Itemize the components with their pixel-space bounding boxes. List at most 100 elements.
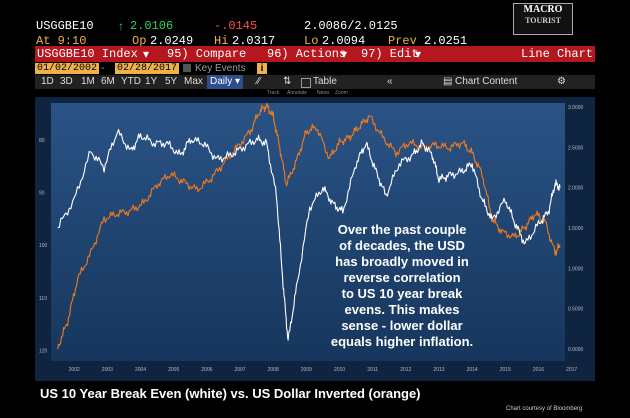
low-label: Lo <box>304 34 319 48</box>
date-range-row: 01/02/2002 - 02/28/2017 Key Events i <box>35 62 595 75</box>
annotation-line: to US 10 year break <box>341 286 463 301</box>
right-axis-tick-label: 0.5000 <box>568 307 584 313</box>
bid-ask: 2.0086/2.0125 <box>304 19 398 33</box>
updown-arrows-icon[interactable]: ⇅ <box>283 76 292 87</box>
open-value: 2.0249 <box>150 34 194 48</box>
period-ytd[interactable]: YTD <box>121 76 141 87</box>
chart-caption: US 10 Year Break Even (white) vs. US Dol… <box>40 386 421 401</box>
chart-credit: Chart courtesy of Bloomberg <box>506 406 583 412</box>
x-axis-tick-label: 2004 <box>135 367 146 373</box>
right-axis-tick-label: 2.0000 <box>568 186 584 192</box>
annotation-line: sense - lower dollar <box>341 318 463 333</box>
high-label: Hi <box>214 34 229 48</box>
x-axis-tick-label: 2011 <box>367 367 378 373</box>
key-events-checkbox[interactable] <box>183 64 191 72</box>
x-axis-tick-label: 2007 <box>234 367 245 373</box>
chart-type-label[interactable]: Line Chart <box>521 47 594 61</box>
annotation-line: equals higher inflation. <box>330 334 474 349</box>
line-chart[interactable]: 7080901001101203.00002.50002.00001.50001… <box>35 85 595 381</box>
period-5y[interactable]: 5Y <box>165 76 178 87</box>
start-date-field[interactable]: 01/02/2002 <box>35 63 100 74</box>
x-axis-tick-label: 2017 <box>566 367 577 373</box>
price-change: -.0145 <box>214 19 258 33</box>
interval-label: Daily <box>210 76 233 87</box>
right-axis-tick-label: 0.0000 <box>568 347 584 353</box>
prev-value: 2.0251 <box>424 34 468 48</box>
quote-time: At 9:10 <box>36 34 87 48</box>
compare-button[interactable]: 95) Compare <box>167 47 247 61</box>
left-axis-tick-label: 110 <box>39 296 47 302</box>
prev-label: Prev <box>388 34 417 48</box>
x-axis-tick-label: 2005 <box>168 367 179 373</box>
index-label: USGGBE10 Index <box>37 47 138 61</box>
usd-inverted-series-line <box>57 103 561 350</box>
annotation-line: Over the past couple <box>337 222 467 237</box>
logo-line2: TOURIST <box>525 16 561 25</box>
date-separator: - <box>101 63 105 74</box>
key-events-label: Key Events <box>195 63 246 74</box>
last-price: 2.0106 <box>130 19 174 33</box>
edit-dropdown-icon[interactable]: ▾ <box>415 47 422 61</box>
interval-select[interactable]: Daily ▾ <box>207 75 244 89</box>
annotation-line: has broadly moved in <box>335 254 469 269</box>
toolbar-subrow: Track Annotate News Zoom <box>35 89 595 97</box>
table-icon[interactable] <box>301 78 311 88</box>
track-tool[interactable]: Track <box>267 90 280 96</box>
x-axis-tick-label: 2009 <box>301 367 312 373</box>
annotate-tool[interactable]: Annotate <box>287 90 308 96</box>
chart-content-button[interactable]: Chart Content <box>455 76 518 87</box>
command-bar: USGGBE10 Index ▾ 95) Compare 96) Actions… <box>35 46 595 62</box>
x-axis-tick-label: 2008 <box>268 367 279 373</box>
info-icon[interactable]: i <box>257 63 267 74</box>
x-axis-tick-label: 2006 <box>201 367 212 373</box>
right-axis-tick-label: 3.0000 <box>568 105 584 111</box>
period-6m[interactable]: 6M <box>101 76 115 87</box>
right-axis-tick-label: 2.5000 <box>568 145 584 151</box>
x-axis-tick-label: 2013 <box>433 367 444 373</box>
chart-toolbar: 1D 3D 1M 6M YTD 1Y 5Y Max Daily ▾ ⁄⁄ ⇅ T… <box>35 75 595 89</box>
period-1y[interactable]: 1Y <box>145 76 158 87</box>
edit-button[interactable]: 97) Edit <box>361 47 419 61</box>
x-axis-tick-label: 2014 <box>467 367 478 373</box>
left-axis-tick-label: 120 <box>39 348 48 354</box>
news-tool[interactable]: News <box>317 90 330 96</box>
x-axis-tick-label: 2010 <box>334 367 345 373</box>
right-axis-tick-label: 1.5000 <box>568 226 584 232</box>
actions-dropdown-icon[interactable]: ▾ <box>341 47 348 61</box>
logo-line1: MACRO <box>523 4 563 15</box>
ticker: USGGBE10 <box>36 19 94 33</box>
annotation-line: of decades, the USD <box>339 238 465 253</box>
settings-gear-icon[interactable]: ⚙ <box>557 76 566 87</box>
period-1m[interactable]: 1M <box>81 76 95 87</box>
open-label: Op <box>132 34 147 48</box>
table-button[interactable]: Table <box>313 76 337 87</box>
x-axis-tick-label: 2002 <box>69 367 80 373</box>
chart-svg: 7080901001101203.00002.50002.00001.50001… <box>35 85 595 381</box>
end-date-field[interactable]: 02/28/2017 <box>115 63 180 74</box>
annotation-line: evens. This makes <box>344 302 460 317</box>
x-axis-tick-label: 2016 <box>533 367 544 373</box>
macro-tourist-logo: MACRO TOURIST <box>513 3 573 35</box>
x-axis-tick-label: 2015 <box>500 367 511 373</box>
period-max[interactable]: Max <box>184 76 203 87</box>
collapse-button[interactable]: « <box>387 76 393 87</box>
interval-dropdown-icon: ▾ <box>235 76 241 87</box>
line-chart-icon[interactable]: ⁄⁄ <box>257 76 261 87</box>
up-arrow-icon: ↑ <box>118 19 124 33</box>
left-axis-tick-label: 80 <box>39 138 45 144</box>
quote-header: USGGBE10 ↑ 2.0106 -.0145 2.0086/2.0125 A… <box>36 18 596 54</box>
period-1d[interactable]: 1D <box>41 76 54 87</box>
plot-area <box>51 103 565 361</box>
left-axis-tick-label: 100 <box>39 243 48 249</box>
left-axis-tick-label: 90 <box>39 191 45 197</box>
zoom-tool[interactable]: Zoom <box>335 90 348 96</box>
actions-button[interactable]: 96) Actions <box>267 47 347 61</box>
dropdown-arrow-icon[interactable]: ▾ <box>143 47 150 61</box>
chart-content-icon: ▤ <box>443 76 453 87</box>
period-3d[interactable]: 3D <box>60 76 73 87</box>
break-even-series-line <box>57 128 561 341</box>
annotation-line: reverse correlation <box>343 270 461 285</box>
right-axis-tick-label: 1.0000 <box>568 266 584 272</box>
x-axis-tick-label: 2012 <box>400 367 411 373</box>
chart-annotation: Over the past couple of decades, the USD… <box>302 222 502 350</box>
